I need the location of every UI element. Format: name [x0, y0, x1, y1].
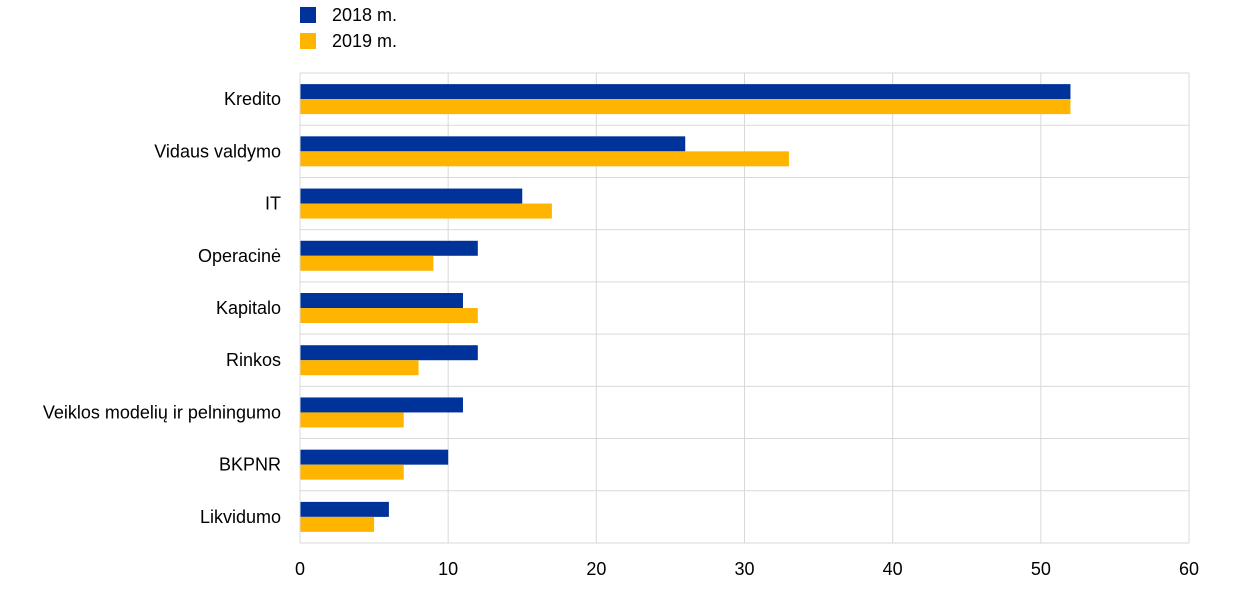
x-tick-label-6: 60: [1179, 559, 1199, 579]
legend-item-2019: 2019 m.: [300, 28, 397, 54]
category-label-5: Rinkos: [226, 350, 281, 370]
bar-2019-2: [300, 203, 552, 219]
bar-2018-5: [300, 345, 478, 361]
bar-2018-0: [300, 84, 1071, 100]
bar-2019-1: [300, 151, 789, 167]
legend-item-2018: 2018 m.: [300, 2, 397, 28]
x-tick-label-3: 30: [734, 559, 754, 579]
bar-2019-8: [300, 516, 375, 532]
category-label-6: Veiklos modelių ir pelningumo: [43, 402, 281, 422]
bar-2019-5: [300, 360, 419, 376]
x-tick-label-0: 0: [295, 559, 305, 579]
bar-2019-0: [300, 99, 1071, 115]
bar-2019-3: [300, 255, 434, 271]
bar-2018-8: [300, 501, 389, 517]
legend-label-2019: 2019 m.: [332, 30, 398, 51]
legend: 2018 m. 2019 m.: [300, 2, 397, 54]
bar-2019-7: [300, 464, 404, 480]
category-label-8: Likvidumo: [200, 507, 281, 527]
legend-swatch-2019: [300, 33, 316, 49]
x-tick-label-5: 50: [1031, 559, 1051, 579]
x-tick-label-1: 10: [438, 559, 458, 579]
x-tick-label-2: 20: [586, 559, 606, 579]
category-label-2: IT: [265, 194, 281, 214]
legend-label-2018: 2018 m.: [332, 4, 398, 25]
category-label-4: Kapitalo: [216, 298, 281, 318]
bar-2018-4: [300, 293, 463, 308]
bar-2018-2: [300, 188, 523, 204]
bar-2018-7: [300, 449, 449, 465]
bar-2019-6: [300, 412, 404, 428]
bar-2019-4: [300, 308, 478, 323]
bar-2018-1: [300, 136, 686, 152]
legend-swatch-2018: [300, 7, 316, 23]
bar-2018-6: [300, 397, 463, 413]
category-label-0: Kredito: [224, 89, 281, 109]
category-label-3: Operacinė: [198, 246, 281, 266]
category-label-1: Vidaus valdymo: [154, 141, 281, 161]
bar-2018-3: [300, 240, 478, 256]
x-tick-label-4: 40: [883, 559, 903, 579]
category-label-7: BKPNR: [219, 455, 281, 475]
